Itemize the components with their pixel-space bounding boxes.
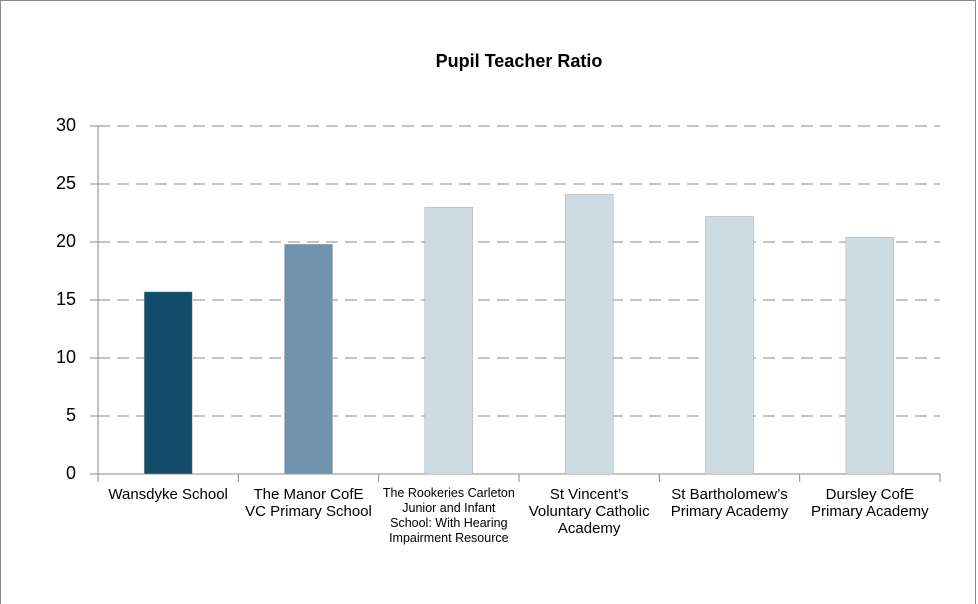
bar: [284, 244, 333, 475]
bar: [143, 291, 193, 475]
x-tick-label: Wansdyke School: [108, 486, 228, 503]
y-tick-label: 10: [56, 347, 76, 367]
x-tick-label: St Bartholomew’s Primary Academy: [670, 486, 789, 520]
y-tick-label: 5: [66, 405, 76, 425]
bar: [845, 237, 895, 475]
bar: [705, 216, 754, 475]
y-tick-label: 15: [56, 289, 76, 309]
bar: [564, 194, 614, 475]
chart-title: Pupil Teacher Ratio: [436, 51, 603, 71]
x-tick-label: St Vincent’s Voluntary Catholic Academy: [528, 486, 650, 537]
y-tick-label: 0: [66, 463, 76, 483]
y-tick-label: 25: [56, 173, 76, 193]
x-tick-label: The Manor CofE VC Primary School: [245, 486, 372, 520]
x-tick-label: Dursley CofE Primary Academy: [811, 486, 929, 520]
x-tick-label: The Rookeries Carleton Junior and Infant…: [382, 486, 515, 545]
y-tick-label: 20: [56, 231, 76, 251]
y-tick-label: 30: [56, 115, 76, 135]
bar: [424, 206, 474, 475]
